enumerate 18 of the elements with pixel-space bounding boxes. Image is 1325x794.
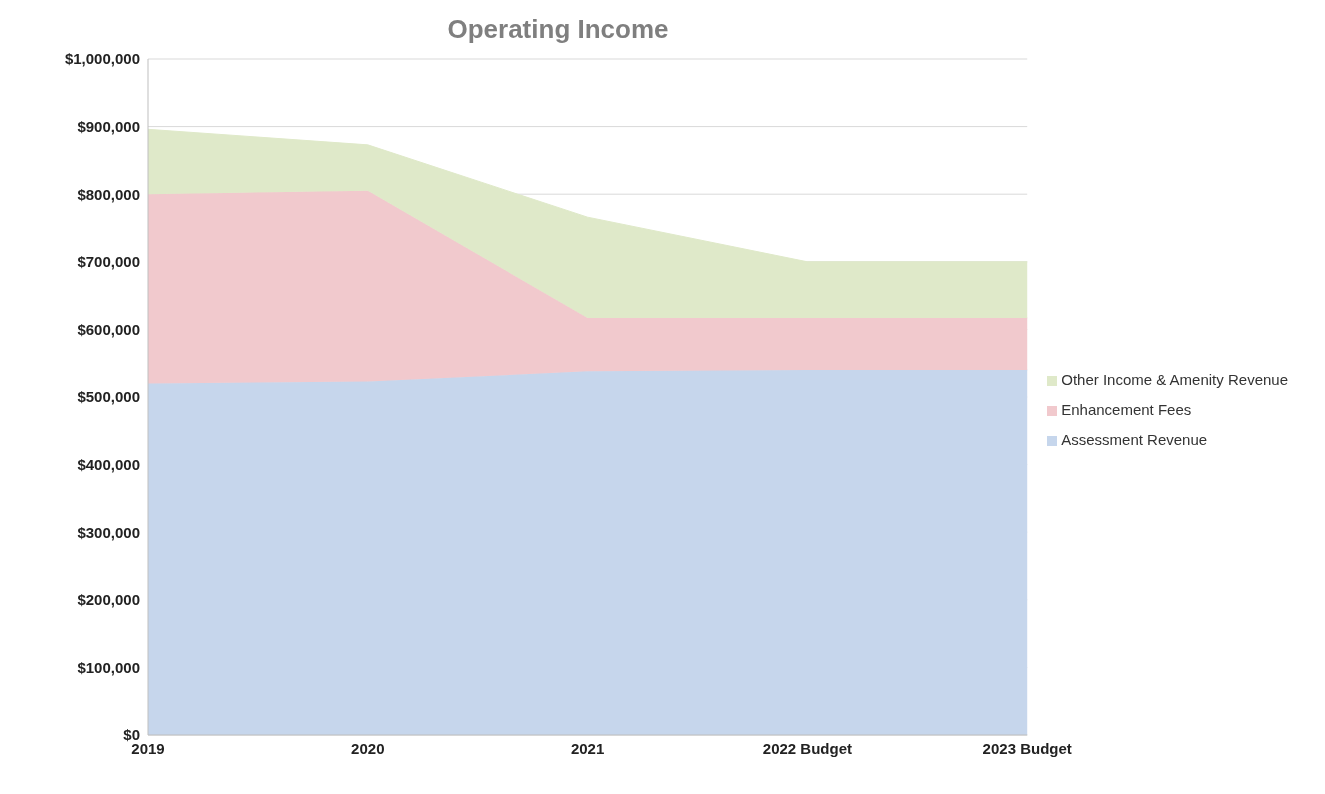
legend-label: Other Income & Amenity Revenue: [1061, 371, 1288, 388]
x-tick-label: 2022 Budget: [762, 739, 853, 757]
y-tick-label: $300,000: [77, 523, 140, 541]
chart-title: Operating Income: [446, 14, 670, 45]
y-tick-label: $400,000: [77, 455, 140, 473]
y-tick-label: $500,000: [77, 388, 140, 406]
y-tick-label: $900,000: [77, 117, 140, 135]
y-tick-label: $800,000: [77, 185, 140, 203]
y-tick-label: $1,000,000: [64, 50, 140, 68]
y-tick-label: $100,000: [77, 658, 140, 676]
y-tick-label: $600,000: [77, 320, 140, 338]
x-tick-label: 2023 Budget: [982, 739, 1072, 757]
y-tick-label: $700,000: [77, 253, 140, 271]
x-tick-label: 2020: [351, 739, 385, 757]
y-tick-label: $200,000: [77, 591, 140, 609]
x-tick-label: 2021: [570, 739, 605, 757]
legend-label: Assessment Revenue: [1061, 431, 1208, 448]
legend-label: Enhancement Fees: [1061, 401, 1192, 418]
